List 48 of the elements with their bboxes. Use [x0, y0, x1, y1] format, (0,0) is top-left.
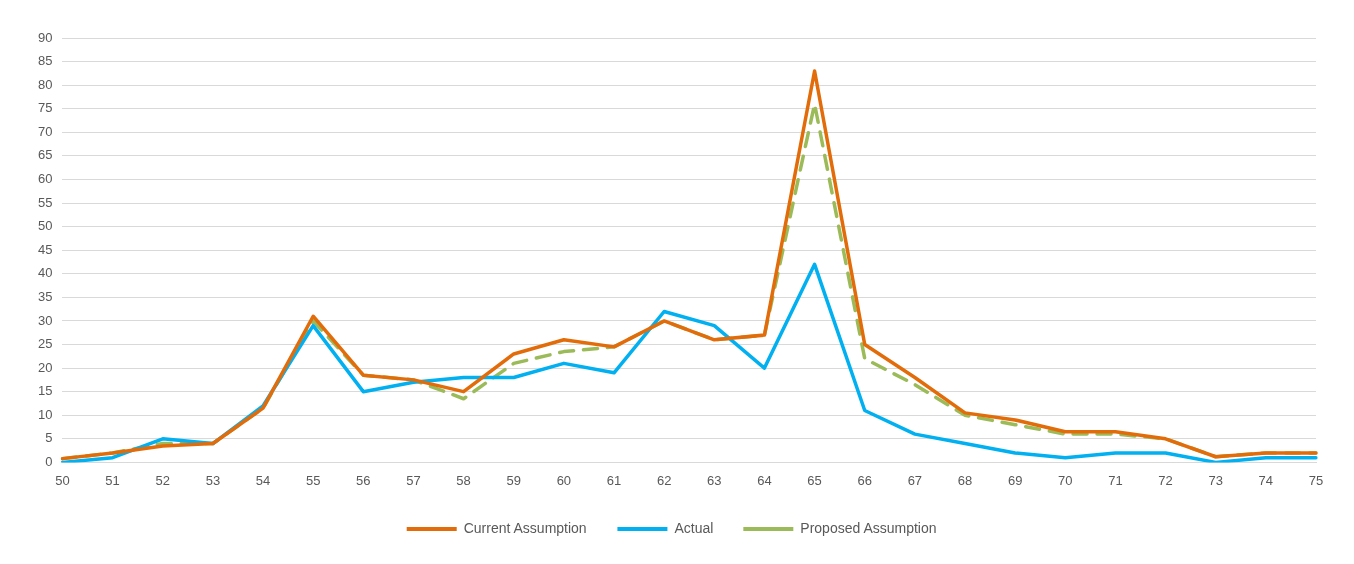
y-tick-label: 50 [37, 218, 53, 234]
x-tick-label: 70 [1058, 472, 1073, 488]
y-tick-label: 0 [45, 453, 53, 469]
y-tick-label: 90 [37, 29, 53, 45]
x-tick-label: 72 [1158, 472, 1173, 488]
y-tick-label: 25 [37, 336, 53, 352]
x-tick-label: 64 [757, 472, 772, 488]
x-tick-label: 71 [1108, 472, 1123, 488]
x-tick-label: 67 [907, 472, 923, 488]
x-tick-label: 65 [807, 472, 822, 488]
x-tick-label: 53 [205, 472, 221, 488]
y-tick-label: 10 [37, 406, 53, 422]
legend-label: Current Assumption [463, 519, 587, 536]
x-tick-label: 55 [305, 472, 321, 488]
legend-label: Proposed Assumption [800, 519, 937, 536]
x-tick-label: 58 [456, 472, 471, 488]
x-tick-label: 73 [1208, 472, 1223, 488]
x-tick-label: 61 [606, 472, 622, 488]
x-tick-label: 59 [506, 472, 521, 488]
x-tick-label: 75 [1308, 472, 1324, 488]
x-tick-label: 68 [957, 472, 973, 488]
x-tick-label: 57 [406, 472, 421, 488]
x-tick-label: 50 [55, 472, 70, 488]
x-tick-label: 56 [356, 472, 371, 488]
x-tick-label: 62 [656, 472, 672, 488]
y-tick-label: 70 [37, 123, 53, 139]
x-tick-label: 51 [105, 472, 120, 488]
y-tick-label: 35 [37, 288, 53, 304]
x-tick-label: 69 [1007, 472, 1023, 488]
y-tick-label: 30 [37, 312, 53, 328]
x-tick-label: 54 [255, 472, 271, 488]
y-tick-label: 5 [45, 430, 53, 446]
y-tick-label: 80 [37, 76, 53, 92]
y-tick-label: 40 [37, 265, 53, 281]
y-tick-label: 75 [37, 100, 53, 116]
x-tick-label: 52 [155, 472, 170, 488]
y-tick-label: 65 [37, 147, 53, 163]
y-tick-label: 45 [37, 241, 53, 257]
y-tick-label: 85 [37, 53, 53, 69]
y-tick-label: 20 [37, 359, 53, 375]
y-tick-label: 15 [37, 383, 53, 399]
legend-label: Actual [674, 519, 714, 536]
y-tick-label: 55 [37, 194, 53, 210]
y-tick-label: 60 [37, 171, 53, 187]
x-tick-label: 63 [707, 472, 722, 488]
x-tick-label: 74 [1258, 472, 1274, 488]
x-tick-label: 60 [556, 472, 572, 488]
x-tick-label: 66 [857, 472, 872, 488]
